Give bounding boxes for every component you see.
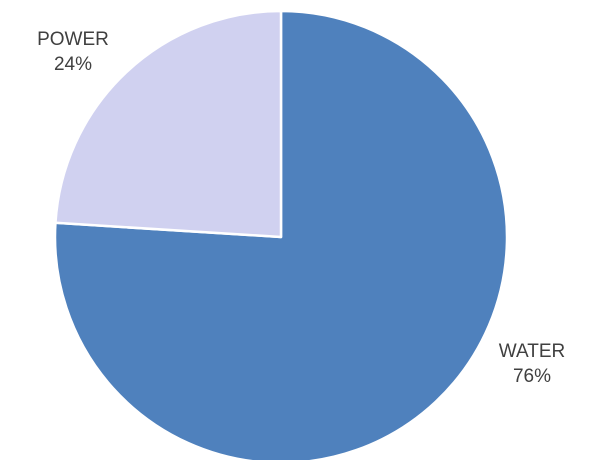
slice-name-water: WATER [499, 341, 566, 362]
data-label-power: POWER 24% [37, 29, 109, 75]
pie-slice-water [53, 9, 509, 460]
data-label-water: WATER 76% [499, 341, 566, 387]
slice-name-power: POWER [37, 29, 109, 50]
slice-percent-power: 24% [54, 54, 92, 75]
slice-percent-water: 76% [513, 366, 551, 387]
pie-slice-power [54, 9, 283, 239]
